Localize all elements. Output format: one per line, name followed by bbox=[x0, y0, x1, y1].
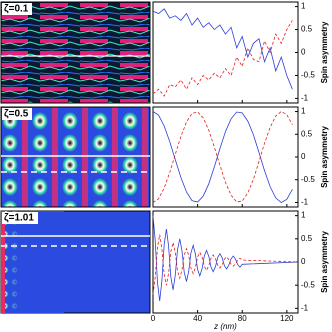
y-tick-label: -0.5 bbox=[301, 71, 315, 80]
line-series bbox=[152, 20, 293, 97]
y-tick-label: 1 bbox=[301, 107, 306, 116]
y-tick-label: 0.5 bbox=[301, 234, 313, 243]
line-series bbox=[152, 8, 293, 90]
y-tick-label: 0 bbox=[301, 48, 306, 57]
panel-image-2 bbox=[0, 106, 151, 208]
y-tick-label: 0 bbox=[301, 152, 306, 161]
y-tick-label: 1 bbox=[301, 211, 306, 220]
label-box bbox=[2, 3, 32, 15]
y-tick-label: -1 bbox=[301, 94, 309, 103]
y-axis-label: Spin asymmetry bbox=[320, 126, 329, 188]
y-tick-label: 1 bbox=[301, 2, 306, 11]
y-tick-label: -1 bbox=[301, 198, 309, 207]
y-tick-label: 0 bbox=[301, 257, 306, 266]
y-axis-label: Spin asymmetry bbox=[320, 231, 329, 293]
y-tick-label: -0.5 bbox=[301, 280, 315, 289]
line-series bbox=[152, 111, 293, 203]
x-tick-label: 120 bbox=[280, 314, 294, 323]
label-box bbox=[2, 212, 38, 224]
line-series bbox=[152, 215, 299, 301]
y-tick-label: 0.5 bbox=[301, 129, 313, 138]
y-tick-label: -1 bbox=[301, 303, 309, 312]
x-tick-label: 80 bbox=[238, 314, 247, 323]
x-axis-label: z (nm) bbox=[213, 322, 237, 331]
panel-label: ζ=0.1 bbox=[4, 4, 29, 15]
plot-frame bbox=[152, 210, 299, 314]
panel-image-1 bbox=[0, 1, 151, 104]
line-series bbox=[152, 111, 293, 203]
line-series bbox=[152, 234, 299, 295]
panel-label: ζ=0.5 bbox=[4, 109, 29, 120]
y-tick-label: 0.5 bbox=[301, 25, 313, 34]
x-tick-label: 0 bbox=[151, 314, 156, 323]
y-tick-label: -0.5 bbox=[301, 175, 315, 184]
x-tick-label: 40 bbox=[193, 314, 202, 323]
plot-frame bbox=[152, 1, 299, 104]
panel-label: ζ=1.01 bbox=[4, 213, 34, 224]
y-axis-label: Spin asymmetry bbox=[320, 21, 329, 83]
panel-image-3 bbox=[0, 210, 151, 314]
label-box bbox=[2, 108, 32, 120]
